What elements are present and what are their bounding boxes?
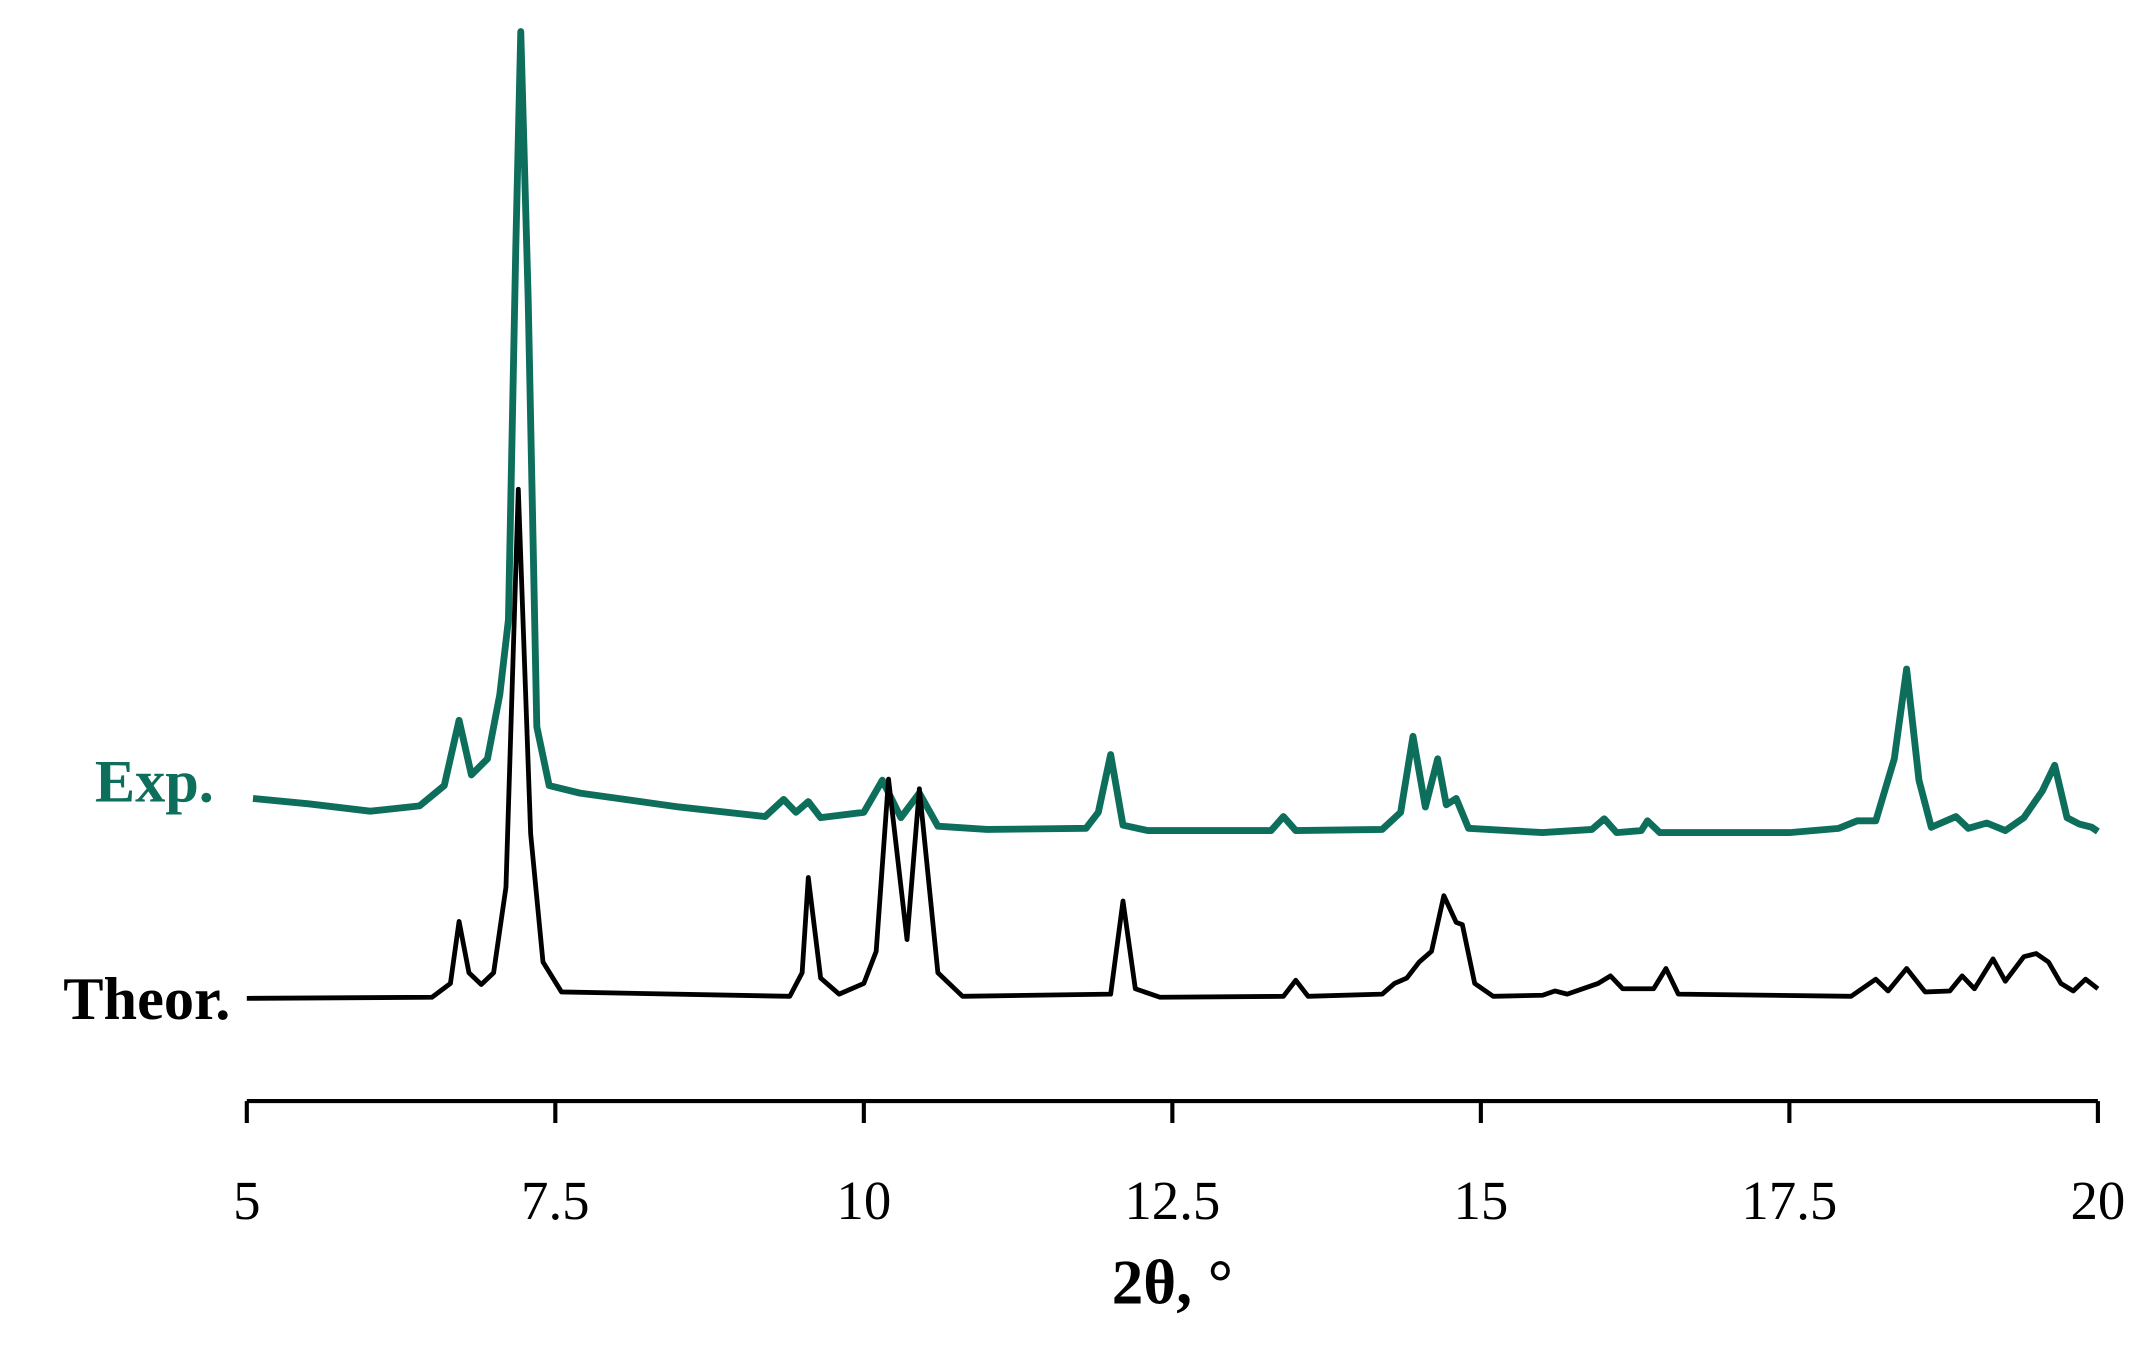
data-line — [252, 28, 2100, 837]
x-tick-label: 7.5 — [521, 1170, 590, 1231]
x-tick-label: 12.5 — [1124, 1170, 1220, 1231]
data-line — [246, 486, 2100, 1001]
x-tick-label: 17.5 — [1741, 1170, 1837, 1231]
x-tick-label: 10 — [836, 1170, 891, 1231]
x-axis-title: 2θ, ° — [1112, 1247, 1233, 1317]
x-tick-label: 20 — [2070, 1170, 2125, 1231]
series-label: Theor. — [63, 966, 230, 1033]
x-tick-label: 15 — [1453, 1170, 1508, 1231]
x-tick-label: 5 — [233, 1170, 260, 1231]
series-label: Exp. — [95, 748, 214, 815]
